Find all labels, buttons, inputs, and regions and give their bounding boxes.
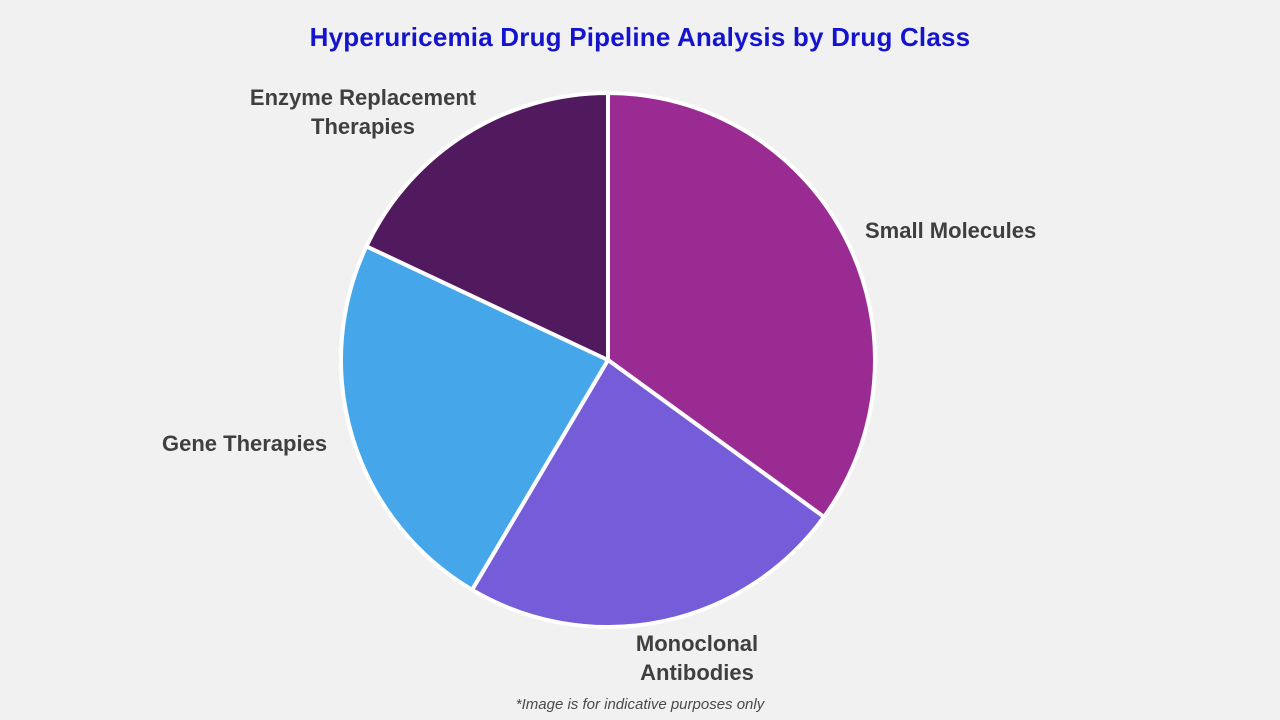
pie-slice-small-molecules — [606, 91, 877, 519]
pie-slice-enzyme-replacement-therapies — [364, 91, 610, 362]
slice-label-small-molecules: Small Molecules — [865, 218, 1037, 243]
pie-slice-monoclonal-antibodies — [470, 358, 827, 629]
pie-slice-gene-therapies — [339, 244, 610, 592]
slice-label-monoclonal-antibodies: Monoclonal Antibodies — [635, 631, 759, 685]
chart-title: Hyperuricemia Drug Pipeline Analysis by … — [309, 22, 971, 52]
slice-label-gene-therapies: Gene Therapies — [162, 431, 328, 456]
slice-label-enzyme-replacement-therapies: Enzyme Replacement Therapies — [249, 85, 477, 139]
footnote: *Image is for indicative purposes only — [515, 696, 765, 713]
